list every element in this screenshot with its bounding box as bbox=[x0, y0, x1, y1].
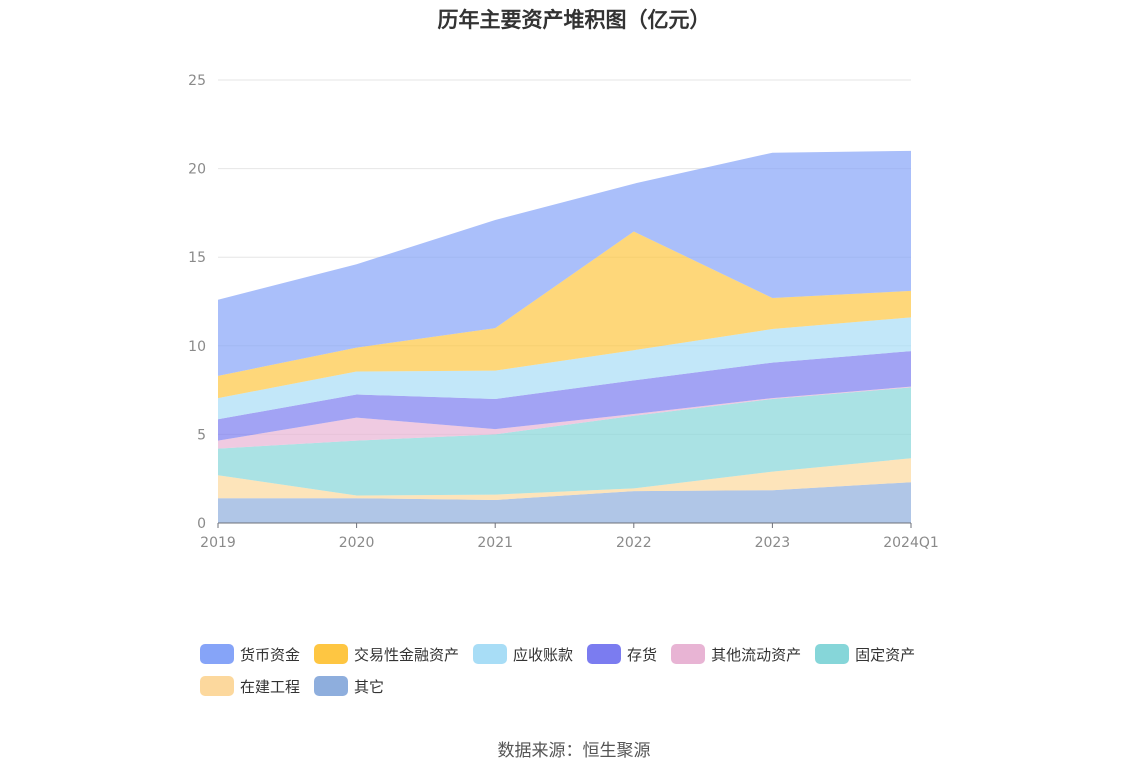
legend-swatch bbox=[587, 644, 622, 664]
legend-item[interactable]: 固定资产 bbox=[815, 644, 915, 665]
legend-swatch bbox=[314, 676, 349, 696]
axes: 0 5 10 15 20 25 2019 2020 2021 2022 2023 2024Q1 bbox=[188, 73, 939, 551]
y-tick-label: 15 bbox=[188, 250, 206, 266]
legend-label: 交易性金融资产 bbox=[354, 645, 460, 664]
y-tick-label: 25 bbox=[188, 73, 206, 89]
y-tick-label: 10 bbox=[188, 339, 206, 355]
x-tick-label: 2021 bbox=[477, 535, 513, 551]
area-series-在建工程 bbox=[218, 458, 911, 500]
legend-label: 货币资金 bbox=[240, 645, 301, 664]
area-series-存货 bbox=[218, 351, 911, 441]
legend-label: 固定资产 bbox=[855, 645, 916, 664]
legend-swatch bbox=[671, 644, 706, 664]
x-tick-label: 2024Q1 bbox=[883, 535, 939, 551]
x-tick-label: 2023 bbox=[755, 535, 791, 551]
legend-item[interactable]: 交易性金融资产 bbox=[314, 644, 459, 665]
legend-item[interactable]: 应收账款 bbox=[473, 644, 573, 665]
legend-label: 在建工程 bbox=[240, 677, 301, 696]
y-tick-label: 20 bbox=[188, 162, 206, 178]
area-series-货币资金 bbox=[218, 150, 911, 376]
legend-row: 在建工程 其它 bbox=[200, 670, 980, 702]
legend-label: 其它 bbox=[354, 677, 385, 696]
legend-label: 应收账款 bbox=[513, 645, 574, 664]
y-tick-label: 0 bbox=[197, 516, 206, 532]
legend-swatch bbox=[200, 676, 234, 696]
legend-item[interactable]: 其它 bbox=[314, 676, 384, 697]
legend-label: 存货 bbox=[627, 645, 658, 664]
legend-label: 其他流动资产 bbox=[711, 645, 802, 664]
legend: 货币资金 交易性金融资产 应收账款 存货 其他流动资产 固定资产在建工程 其它 bbox=[200, 638, 980, 702]
stacked-area-chart: 0 5 10 15 20 25 2019 2020 2021 2022 2023 2024Q1 bbox=[188, 73, 939, 551]
area-series-其他流动资产 bbox=[218, 386, 911, 449]
data-source-note: 数据来源：恒生聚源 bbox=[497, 741, 651, 761]
legend-swatch bbox=[314, 644, 349, 664]
y-tick-label: 5 bbox=[197, 427, 206, 443]
legend-item[interactable]: 存货 bbox=[587, 644, 657, 665]
area-series-其它 bbox=[218, 482, 911, 523]
legend-swatch bbox=[815, 644, 850, 664]
chart-title: 历年主要资产堆积图（亿元） bbox=[437, 8, 711, 32]
x-tick-label: 2022 bbox=[616, 535, 652, 551]
x-tick-label: 2019 bbox=[200, 535, 236, 551]
legend-swatch bbox=[200, 644, 234, 664]
legend-row: 货币资金 交易性金融资产 应收账款 存货 其他流动资产 固定资产 bbox=[200, 638, 980, 670]
legend-item[interactable]: 货币资金 bbox=[200, 644, 300, 665]
area-series-交易性金融资产 bbox=[218, 231, 911, 399]
legend-swatch bbox=[473, 644, 508, 664]
legend-item[interactable]: 其他流动资产 bbox=[671, 644, 801, 665]
area-series-应收账款 bbox=[218, 317, 911, 420]
area-series-layer bbox=[218, 150, 911, 523]
x-tick-label: 2020 bbox=[339, 535, 375, 551]
area-series-固定资产 bbox=[218, 387, 911, 496]
legend-item[interactable]: 在建工程 bbox=[200, 676, 300, 697]
